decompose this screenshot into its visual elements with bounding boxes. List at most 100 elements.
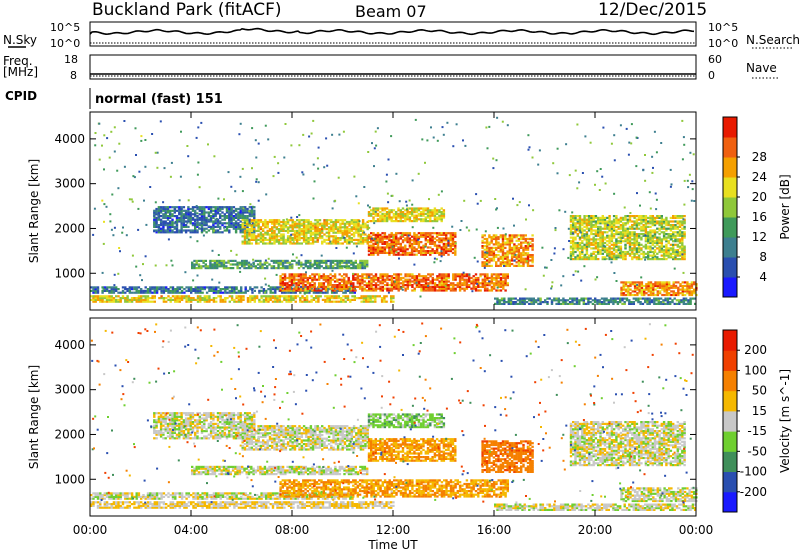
power-cell <box>236 267 239 270</box>
power-cell <box>360 297 363 300</box>
power-cell <box>286 261 289 264</box>
power-cell <box>649 218 652 221</box>
power-cell <box>388 287 391 290</box>
power-cell <box>501 241 505 244</box>
power-cell <box>687 301 690 304</box>
power-cell <box>667 247 670 250</box>
power-cell <box>395 237 398 240</box>
power-cell <box>497 289 500 292</box>
power-band-5 <box>367 232 457 256</box>
power-cell <box>651 231 654 234</box>
power-cell <box>587 302 590 305</box>
power-cell <box>621 299 624 302</box>
power-cell <box>497 264 500 267</box>
power-cell <box>203 209 206 212</box>
power-cell <box>205 222 208 225</box>
power-cell <box>309 229 313 232</box>
power-cell <box>660 216 663 219</box>
power-cell <box>669 216 673 219</box>
power-cell <box>651 215 654 218</box>
power-cell <box>215 288 218 291</box>
power-cell <box>338 287 341 290</box>
power-cell <box>350 220 353 224</box>
power-cell <box>311 237 315 240</box>
power-cell <box>399 282 403 285</box>
power-cell <box>522 263 525 266</box>
power-cell <box>374 297 377 300</box>
power-cell <box>395 287 398 290</box>
power-cell <box>192 289 195 292</box>
power-cell <box>207 213 211 216</box>
power-cell <box>624 245 627 248</box>
power-cell <box>665 216 668 219</box>
power-cell <box>155 289 159 292</box>
power-cell <box>325 222 328 225</box>
power-cell <box>656 256 659 259</box>
power-cell <box>275 226 278 229</box>
power-cell <box>173 227 176 230</box>
power-cell <box>130 300 134 303</box>
power-cell <box>370 287 373 290</box>
power-cell <box>174 295 177 298</box>
power-cell <box>619 249 623 252</box>
power-cell <box>658 220 661 223</box>
power-cell <box>345 280 348 283</box>
power-cell <box>413 216 416 219</box>
power-cell <box>92 288 95 291</box>
power-cell <box>182 229 186 232</box>
power-cell <box>190 300 193 303</box>
power-cell <box>438 214 441 217</box>
power-cell <box>359 242 363 245</box>
power-cell <box>311 278 314 281</box>
power-cell <box>431 248 434 251</box>
power-cell <box>635 243 639 246</box>
power-cell <box>647 236 650 239</box>
power-cell <box>99 300 102 303</box>
power-cell <box>297 280 300 283</box>
power-cell <box>340 280 344 283</box>
power-cell <box>269 289 272 292</box>
power-cell <box>417 250 421 253</box>
power-cell <box>683 249 686 252</box>
power-cell <box>640 222 643 225</box>
power-cell <box>194 225 197 228</box>
power-cell <box>318 284 321 287</box>
power-cell <box>402 276 405 280</box>
power-cell <box>228 218 231 221</box>
power-cell <box>381 242 384 245</box>
power-cell <box>628 227 632 230</box>
power-cell <box>431 278 434 281</box>
power-cell <box>308 289 311 292</box>
power-cell <box>144 295 147 298</box>
power-cell <box>237 227 240 230</box>
power-cell <box>388 242 391 245</box>
power-cell <box>363 273 366 276</box>
power-cell <box>137 295 141 298</box>
power-cell <box>297 267 301 270</box>
power-cell <box>608 216 611 219</box>
power-cell <box>372 253 375 256</box>
power-cell <box>140 291 143 294</box>
power-cell <box>597 250 600 254</box>
power-cell <box>352 233 356 236</box>
power-cell <box>566 299 570 302</box>
power-cell <box>284 261 287 264</box>
power-cell <box>569 215 573 218</box>
power-cell <box>313 289 316 292</box>
power-cell <box>603 297 606 300</box>
power-cell <box>413 280 416 283</box>
power-cell <box>372 207 375 210</box>
power-cell <box>196 207 199 211</box>
power-cell <box>669 233 673 236</box>
power-cell <box>662 234 666 237</box>
power-cell <box>676 227 679 230</box>
power-cell <box>666 299 670 302</box>
power-cell <box>653 241 657 245</box>
power-cell <box>619 220 623 223</box>
power-cell <box>293 233 297 236</box>
power-cell <box>498 301 501 304</box>
power-cell <box>495 239 498 242</box>
power-cell <box>182 206 186 209</box>
power-cell <box>355 242 358 245</box>
power-cell <box>166 211 170 214</box>
